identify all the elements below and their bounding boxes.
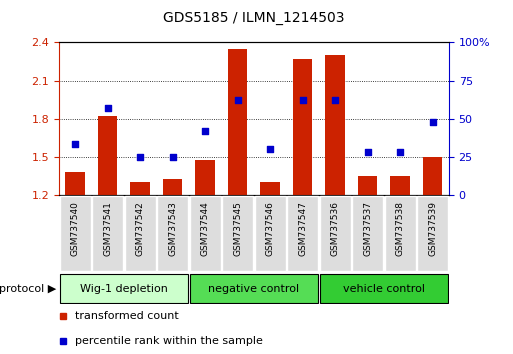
FancyBboxPatch shape	[320, 274, 448, 303]
FancyBboxPatch shape	[254, 196, 286, 271]
Bar	[293, 59, 312, 195]
Text: GSM737544: GSM737544	[201, 201, 210, 256]
Point	[71, 142, 80, 147]
Point	[331, 97, 339, 103]
Point	[428, 119, 437, 125]
Text: GSM737547: GSM737547	[298, 201, 307, 256]
Bar	[390, 176, 410, 195]
FancyBboxPatch shape	[125, 196, 156, 271]
Bar	[66, 172, 85, 195]
FancyBboxPatch shape	[60, 196, 91, 271]
Bar	[195, 160, 215, 195]
Bar	[325, 55, 345, 195]
Bar	[130, 182, 150, 195]
Point	[266, 146, 274, 152]
Text: percentile rank within the sample: percentile rank within the sample	[74, 336, 263, 346]
Text: transformed count: transformed count	[74, 311, 179, 321]
FancyBboxPatch shape	[222, 196, 253, 271]
Bar	[163, 179, 183, 195]
FancyBboxPatch shape	[287, 196, 318, 271]
Point	[201, 128, 209, 133]
Point	[104, 105, 112, 111]
Text: GSM737536: GSM737536	[331, 201, 340, 256]
Bar	[228, 49, 247, 195]
FancyBboxPatch shape	[417, 196, 448, 271]
Bar	[423, 156, 442, 195]
FancyBboxPatch shape	[190, 196, 221, 271]
Text: GSM737546: GSM737546	[266, 201, 274, 256]
Text: GSM737543: GSM737543	[168, 201, 177, 256]
Text: vehicle control: vehicle control	[343, 284, 425, 293]
Text: GSM737545: GSM737545	[233, 201, 242, 256]
FancyBboxPatch shape	[190, 274, 318, 303]
FancyBboxPatch shape	[385, 196, 416, 271]
Point	[169, 154, 177, 159]
Text: GSM737541: GSM737541	[103, 201, 112, 256]
Point	[233, 97, 242, 103]
Text: protocol ▶: protocol ▶	[0, 284, 56, 293]
Bar	[98, 116, 117, 195]
Text: Wig-1 depletion: Wig-1 depletion	[80, 284, 168, 293]
Bar	[261, 182, 280, 195]
FancyBboxPatch shape	[352, 196, 383, 271]
FancyBboxPatch shape	[320, 196, 351, 271]
Text: GSM737537: GSM737537	[363, 201, 372, 256]
FancyBboxPatch shape	[157, 196, 188, 271]
Text: GSM737542: GSM737542	[136, 201, 145, 256]
FancyBboxPatch shape	[60, 274, 188, 303]
Point	[299, 97, 307, 103]
Point	[364, 149, 372, 155]
Text: GSM737539: GSM737539	[428, 201, 437, 256]
Text: GDS5185 / ILMN_1214503: GDS5185 / ILMN_1214503	[163, 11, 345, 25]
Point	[396, 149, 404, 155]
Point	[136, 154, 144, 159]
Text: GSM737538: GSM737538	[396, 201, 405, 256]
Bar	[358, 176, 378, 195]
FancyBboxPatch shape	[92, 196, 123, 271]
Text: GSM737540: GSM737540	[71, 201, 80, 256]
Text: negative control: negative control	[208, 284, 300, 293]
